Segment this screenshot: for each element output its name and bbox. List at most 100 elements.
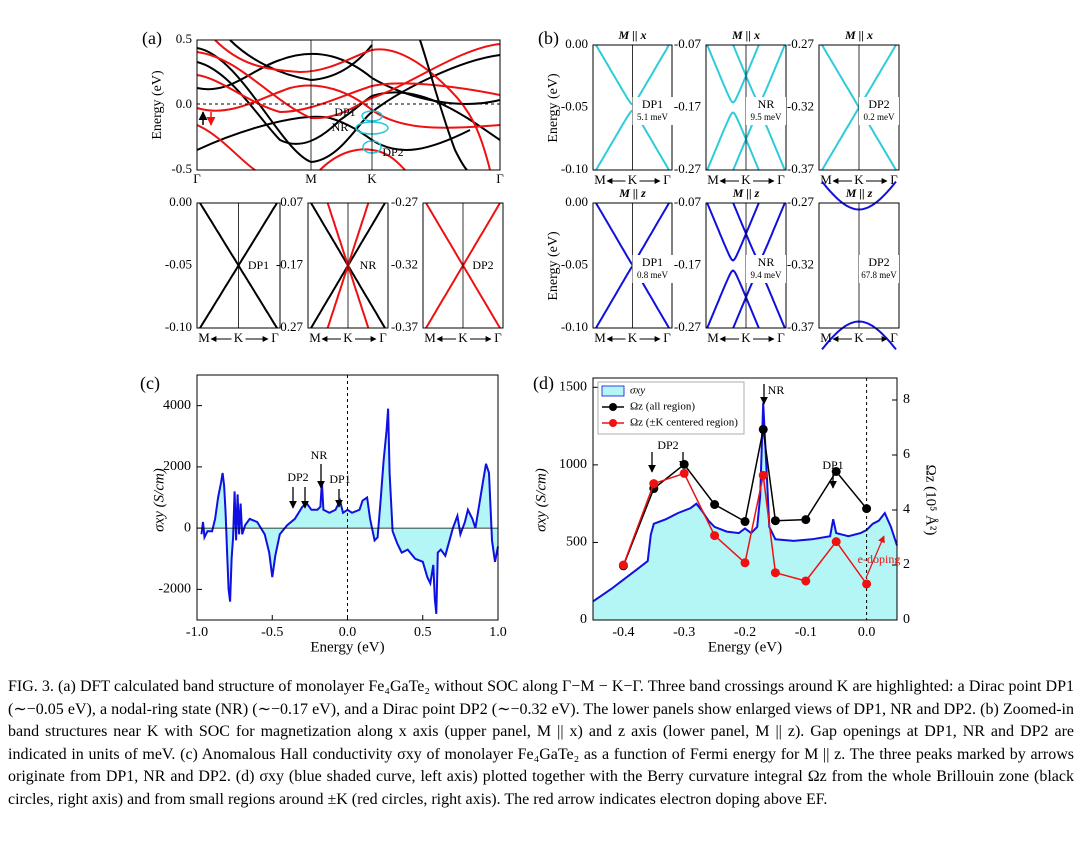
point (758, 424, 768, 434)
gap-label: 9.5 meV (751, 112, 782, 122)
x-tick-label: Γ (777, 330, 785, 345)
y-tick-label: -2000 (158, 582, 191, 597)
label-bg (632, 255, 673, 283)
y-tick-label: -0.05 (165, 256, 192, 271)
x-tick-label: Γ (271, 330, 279, 345)
crossing-label: DP2 (868, 255, 889, 269)
x-tick-label: M (820, 330, 832, 345)
band (706, 44, 760, 104)
x-tick-label: M (594, 330, 606, 345)
panel-label: (a) (142, 28, 162, 49)
panel-title: M || z (618, 186, 646, 200)
legend-marker (609, 419, 617, 427)
y-tick-label: 0 (184, 520, 191, 535)
y-tick-label: -0.32 (787, 256, 814, 271)
y-axis-label: Energy (eV) (546, 73, 561, 143)
y-tick-label: 500 (566, 535, 587, 550)
annotation: DP2 (287, 470, 308, 484)
x-tick-label: Γ (663, 330, 671, 345)
y-tick-label: -0.27 (674, 319, 702, 334)
y-tick-label: -0.27 (787, 36, 815, 51)
gap-label: 0.2 meV (864, 112, 895, 122)
x-tick-label: Γ (494, 330, 502, 345)
annotation: e-doping (858, 552, 901, 566)
x-tick-label: 0.0 (858, 625, 876, 640)
y-tick-label: -0.17 (276, 256, 304, 271)
panel-label: (c) (140, 373, 160, 394)
x-tick-label: M (820, 172, 832, 187)
gap-label: 67.8 meV (861, 270, 897, 280)
annotation: DP1 (334, 105, 355, 119)
y-tick-label: -0.17 (674, 98, 702, 113)
x-tick-label: K (234, 330, 244, 345)
point (618, 560, 628, 570)
x-tick-label: Γ (379, 330, 387, 345)
y-tick-label: 1500 (559, 380, 587, 395)
band (706, 202, 760, 262)
y-tick-label: -0.10 (561, 319, 588, 334)
annotation: DP1 (822, 458, 843, 472)
x-tick-label: -0.5 (261, 625, 283, 640)
y-tick-label: 2000 (163, 459, 191, 474)
x-tick-label: -1.0 (186, 625, 208, 640)
point (801, 515, 811, 525)
x-tick-label: Γ (777, 172, 785, 187)
x-tick-label: M (707, 172, 719, 187)
curve (592, 402, 898, 603)
panel-title: M || x (618, 28, 647, 42)
crossing-label: NR (758, 255, 775, 269)
series-line (622, 472, 868, 585)
x-tick-label: 1.0 (489, 625, 507, 640)
crossing-label: DP2 (868, 97, 889, 111)
x-tick-label: Γ (496, 171, 504, 186)
panel-title: M || x (731, 28, 760, 42)
y-axis-label: Energy (eV) (546, 231, 561, 301)
label-bg (746, 255, 786, 283)
y-tick-label: -0.05 (561, 98, 588, 113)
y-tick-label: -0.27 (276, 319, 304, 334)
y-tick-label: -0.05 (561, 256, 588, 271)
point (831, 467, 841, 476)
x-tick-label: M (305, 171, 317, 186)
y-tick-label: 0.0 (176, 96, 192, 111)
x-tick-label: -0.3 (673, 625, 695, 640)
x-tick-label: M (198, 330, 210, 345)
legend-swatch (601, 385, 625, 397)
x-tick-label: K (343, 330, 353, 345)
plot-frame (196, 39, 501, 171)
x-tick-label: K (741, 172, 751, 187)
caption: FIG. 3. (a) DFT calculated band structur… (8, 678, 1074, 808)
gap-label: 5.1 meV (637, 112, 668, 122)
crossing-label: NR (360, 258, 377, 272)
crossing-label: DP1 (642, 97, 663, 111)
y-tick-label: -0.17 (674, 256, 702, 271)
x-tick-label: -0.1 (795, 625, 817, 640)
point (679, 468, 689, 478)
x-tick-label: M (309, 330, 321, 345)
y-tick-label: 0.00 (565, 194, 588, 209)
y2-tick-label: 6 (903, 447, 910, 462)
y-tick-label: -0.37 (391, 319, 419, 334)
x-tick-label: M (424, 330, 436, 345)
y-tick-label: -0.37 (787, 161, 815, 176)
point (801, 576, 811, 586)
y-tick-label: 4000 (163, 398, 191, 413)
legend-marker (609, 403, 617, 411)
y-tick-label: 0.00 (565, 36, 588, 51)
crossing-label: DP1 (248, 258, 269, 272)
x-tick-label: Γ (890, 172, 898, 187)
panel-label: (d) (533, 373, 554, 394)
x-axis-label: Energy (eV) (310, 639, 384, 655)
point (770, 568, 780, 578)
y-tick-label: -0.07 (674, 194, 702, 209)
panel-title: M || z (845, 186, 873, 200)
y2-tick-label: 0 (903, 612, 910, 627)
plot-frame (592, 377, 898, 621)
crossing-label: DP2 (472, 258, 493, 272)
label-bg (632, 97, 673, 125)
annotation: DP2 (657, 438, 678, 452)
plot-frame (307, 202, 389, 329)
point (862, 579, 872, 589)
y-tick-label: 1000 (559, 457, 587, 472)
